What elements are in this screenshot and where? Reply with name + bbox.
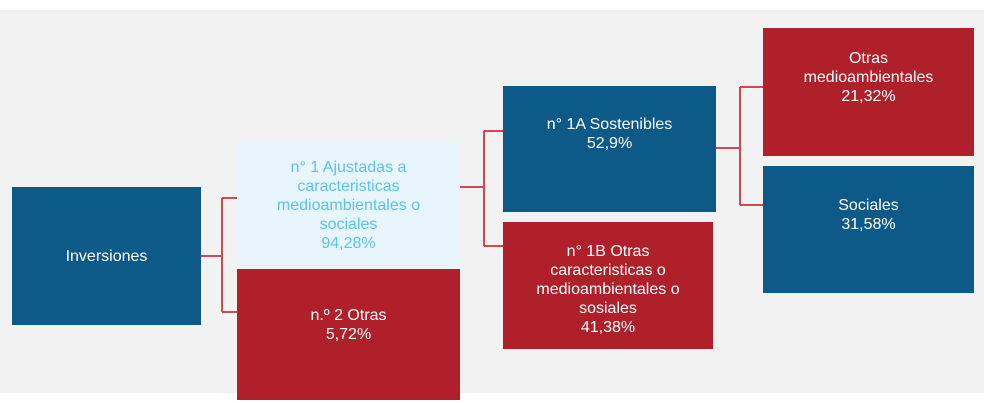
node-text: n° 1 Ajustadas a bbox=[290, 159, 407, 176]
node: n.º 2 Otras 5,72% bbox=[237, 269, 460, 400]
connector bbox=[201, 197, 237, 313]
connector bbox=[716, 86, 763, 206]
node-text: 21,32% bbox=[841, 87, 896, 105]
node-text: n° 1B Otras bbox=[566, 243, 650, 260]
connector bbox=[460, 130, 503, 247]
node: n° 1 Ajustadas a caracteristicas medioambi… bbox=[237, 142, 460, 269]
node: n° 1B Otras caracteristicas o medioambient… bbox=[503, 222, 713, 349]
node-text: medioambientales o bbox=[276, 197, 421, 214]
node-text: 5,72% bbox=[325, 325, 372, 343]
node-text: n° 1A Sostenibles bbox=[546, 116, 673, 133]
node-text: medioambientales bbox=[803, 68, 934, 86]
node-text: Otras bbox=[848, 49, 889, 67]
node-text: n.º 2 Otras bbox=[310, 306, 387, 324]
node-text: 94,28% bbox=[321, 235, 376, 252]
node-text: 52,9% bbox=[586, 135, 633, 152]
node-text: Inversiones bbox=[65, 247, 148, 265]
node-text: 41,38% bbox=[580, 319, 636, 336]
node-text: medioambientales o bbox=[536, 281, 680, 298]
node: Sociales 31,58% bbox=[763, 166, 974, 293]
node-text: sociales bbox=[319, 216, 378, 233]
node-text: caracteristicas o bbox=[550, 262, 666, 279]
node: Inversiones bbox=[12, 187, 201, 325]
node: Otras medioambientales 21,32% bbox=[763, 28, 974, 156]
node-text: 31,58% bbox=[841, 215, 896, 233]
node: n° 1A Sostenibles 52,9% bbox=[503, 86, 716, 212]
node-text: sosiales bbox=[579, 300, 637, 317]
node-text: caracteristicas bbox=[297, 178, 400, 195]
node-text: Sociales bbox=[838, 196, 899, 214]
